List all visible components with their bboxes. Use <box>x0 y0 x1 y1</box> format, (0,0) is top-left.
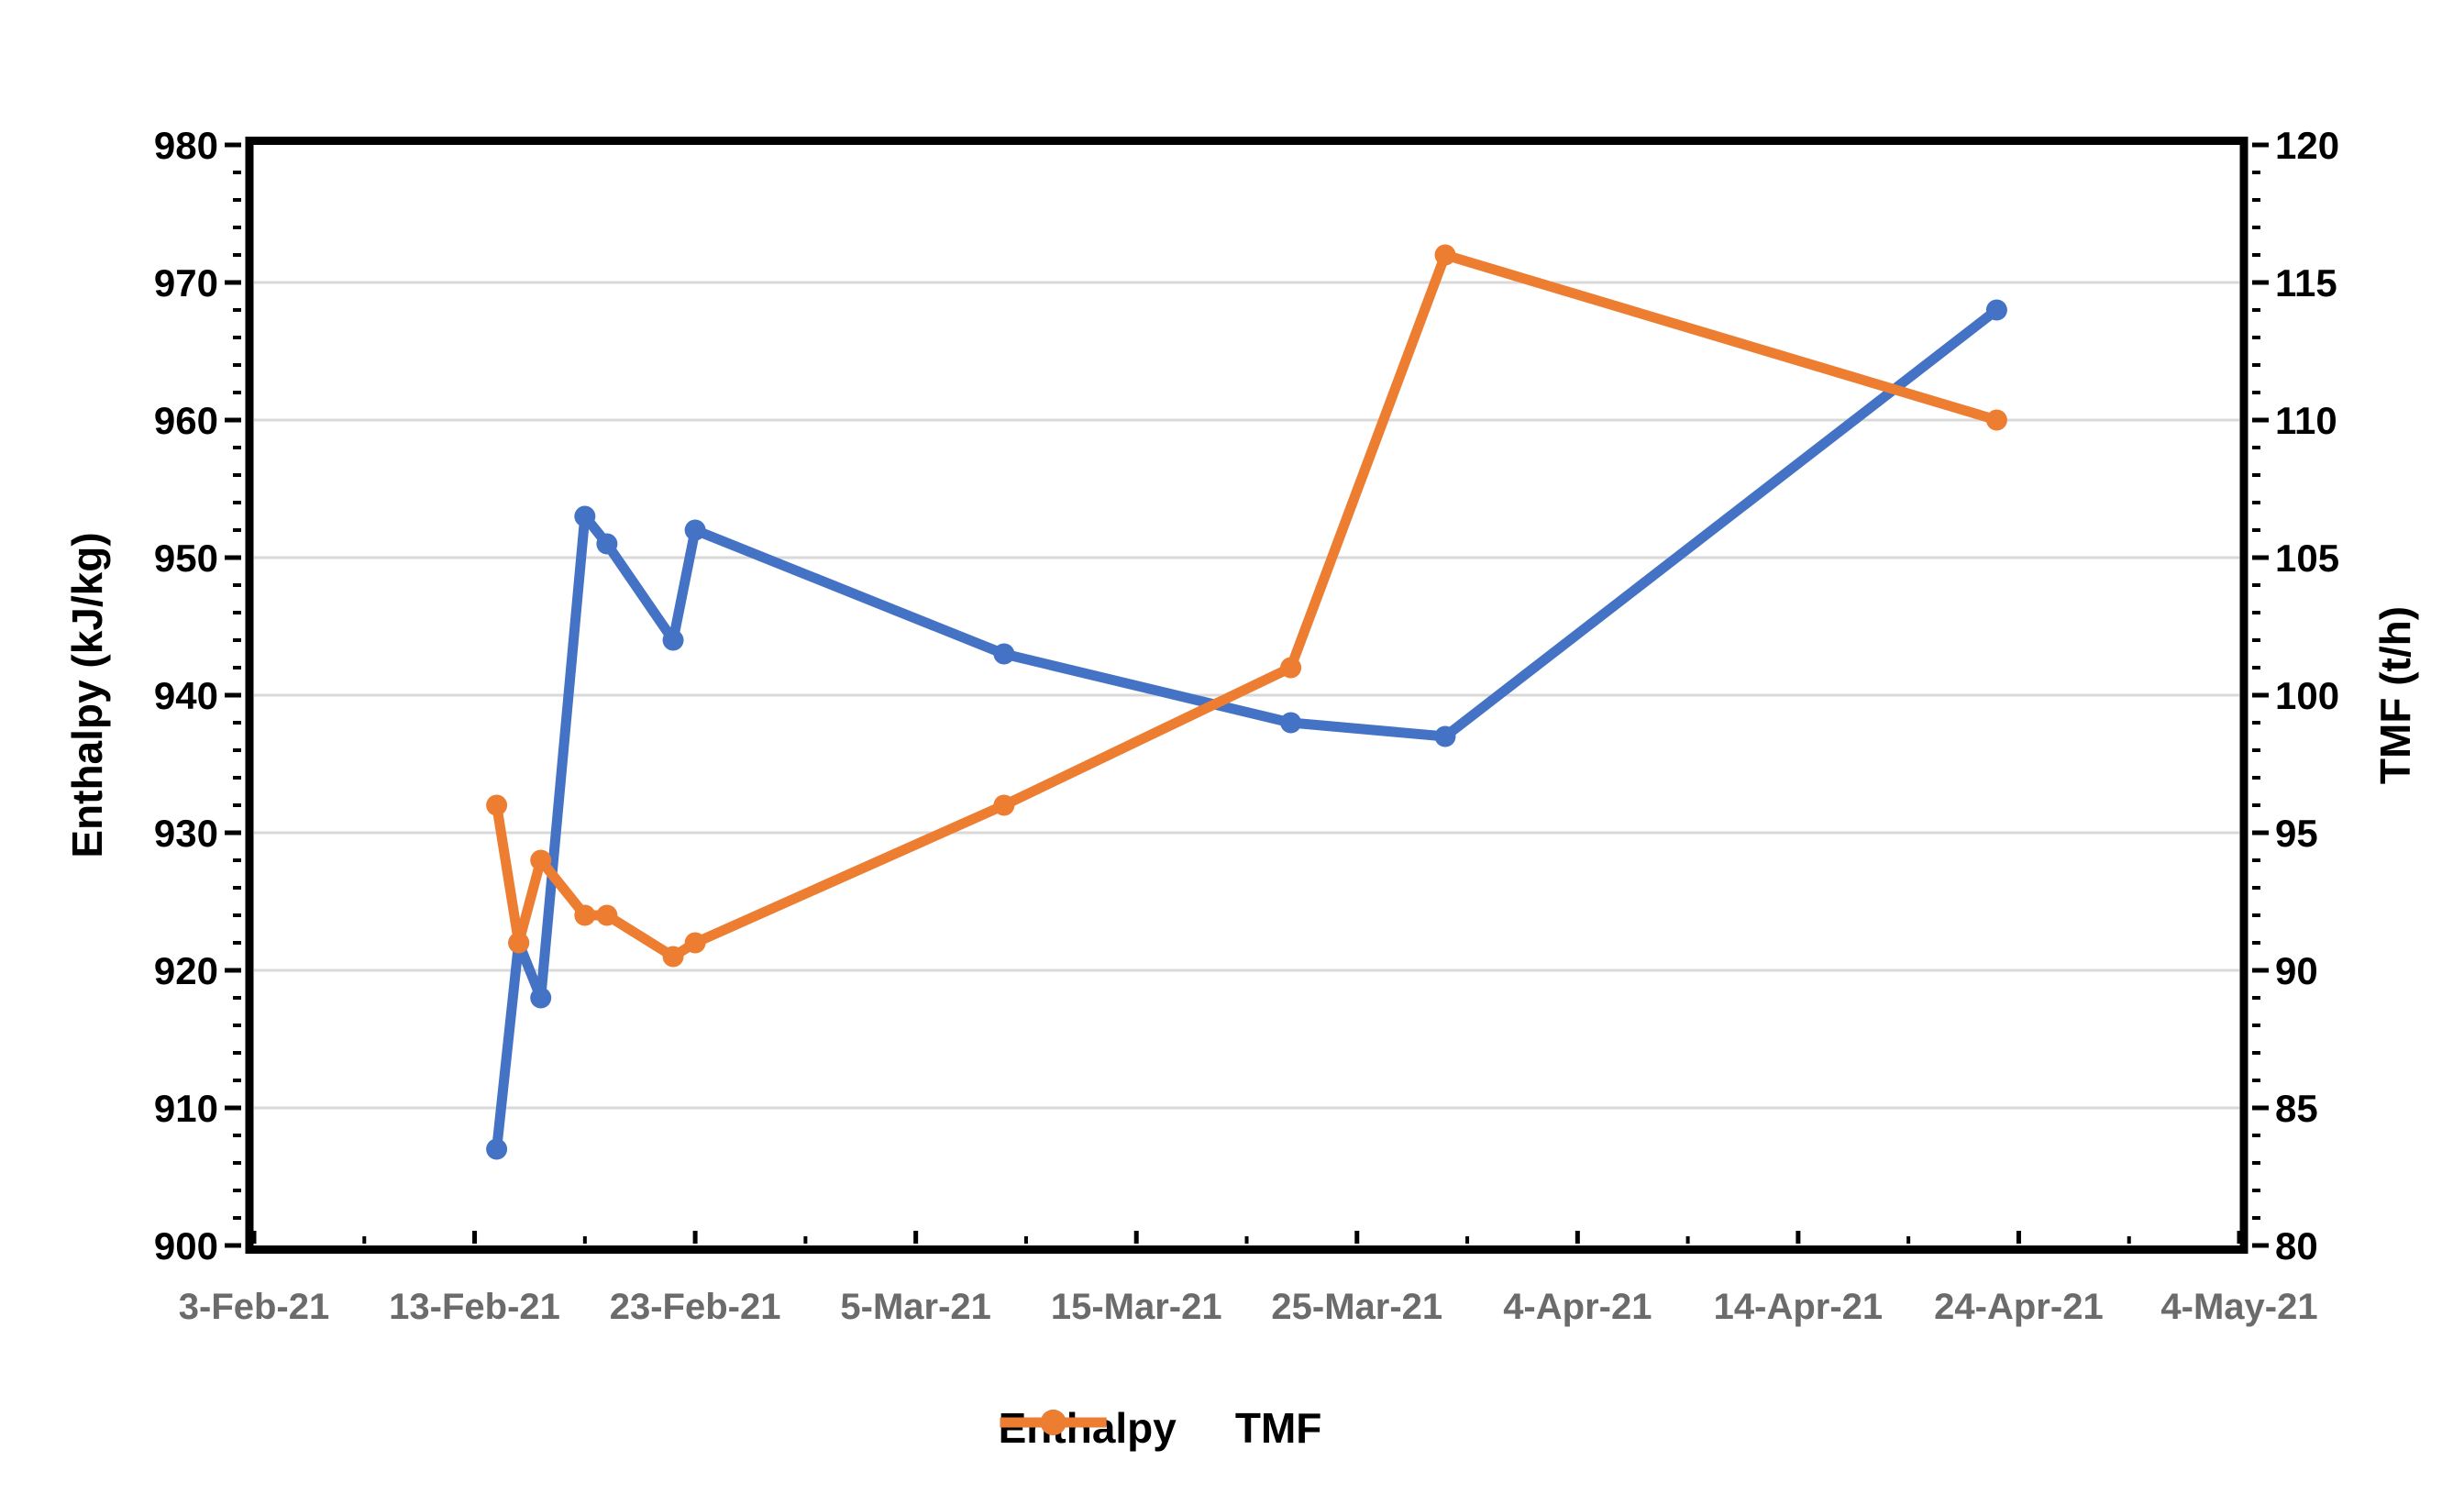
right-axis-tick-label: 105 <box>2275 537 2339 580</box>
right-axis-tick-label: 120 <box>2275 124 2339 167</box>
right-axis-tick-label: 80 <box>2275 1224 2318 1267</box>
enthalpy-data-point <box>662 629 684 651</box>
x-axis-tick-label: 4-May-21 <box>2160 1287 2317 1327</box>
left-axis-tick-label: 980 <box>154 124 218 167</box>
left-axis-tick-label: 900 <box>154 1224 218 1267</box>
enthalpy-data-point <box>1434 725 1456 747</box>
right-axis-tick-label: 100 <box>2275 674 2339 717</box>
left-axis-tick-label: 970 <box>154 261 218 304</box>
x-axis-tick-label: 24-Apr-21 <box>1934 1287 2104 1327</box>
tmf-data-point <box>993 794 1015 816</box>
tmf-data-point <box>684 932 706 954</box>
left-axis-title: Enthalpy (kJ/kg) <box>63 532 111 858</box>
right-axis-tick-label: 90 <box>2275 949 2318 992</box>
left-axis-tick-label: 940 <box>154 674 218 717</box>
x-axis-tick-label: 3-Feb-21 <box>179 1287 330 1327</box>
enthalpy-data-point <box>1985 299 2007 321</box>
left-axis-tick-label: 950 <box>154 537 218 580</box>
x-axis-tick-label: 23-Feb-21 <box>610 1287 781 1327</box>
left-axis-tick-label: 910 <box>154 1087 218 1130</box>
x-axis-tick-label: 14-Apr-21 <box>1714 1287 1884 1327</box>
right-axis-tick-label: 95 <box>2275 812 2318 855</box>
tmf-data-point <box>486 794 508 816</box>
enthalpy-data-point <box>530 987 552 1009</box>
right-axis-tick-label: 115 <box>2275 261 2337 304</box>
tmf-data-point <box>1280 657 1302 679</box>
enthalpy-data-point <box>596 533 618 555</box>
enthalpy-series-line <box>492 304 2002 1155</box>
x-axis-tick-label: 25-Mar-21 <box>1271 1287 1442 1327</box>
left-axis-tick-label: 920 <box>154 949 218 992</box>
x-axis-tick-label: 5-Mar-21 <box>840 1287 991 1327</box>
tmf-data-point <box>508 932 530 954</box>
legend-item-tmf: TMF <box>1000 1404 1322 1452</box>
tmf-data-point <box>662 946 684 968</box>
plot-frame <box>245 137 2249 1254</box>
chart-legend: Enthalpy TMF <box>999 1407 1322 1449</box>
x-axis-tick-label: 4-Apr-21 <box>1503 1287 1652 1327</box>
enthalpy-data-point <box>486 1138 508 1160</box>
enthalpy-data-point <box>993 643 1015 665</box>
tmf-data-point <box>1985 409 2007 431</box>
tmf-series-line <box>492 249 2002 962</box>
enthalpy-data-point <box>684 519 706 541</box>
tmf-data-point <box>596 904 618 926</box>
tmf-data-point <box>1434 244 1456 266</box>
enthalpy-data-point <box>1280 712 1302 734</box>
enthalpy-data-point <box>574 505 596 527</box>
legend-label-tmf: TMF <box>1234 1404 1322 1452</box>
right-axis-title: TMF (t/h) <box>2371 605 2419 785</box>
x-axis-tick-label: 15-Mar-21 <box>1051 1287 1222 1327</box>
left-axis-tick-label: 960 <box>154 399 218 442</box>
tmf-legend-swatch-icon <box>1000 1410 1107 1435</box>
right-axis-tick-label: 110 <box>2275 399 2337 442</box>
x-axis-tick-label: 13-Feb-21 <box>389 1287 560 1327</box>
tmf-data-point <box>530 849 552 871</box>
legend-label-enthalpy: Enthalpy <box>998 1404 1177 1452</box>
right-axis-tick-label: 85 <box>2275 1087 2318 1130</box>
tmf-data-point <box>574 904 596 926</box>
left-axis-tick-label: 930 <box>154 812 218 855</box>
